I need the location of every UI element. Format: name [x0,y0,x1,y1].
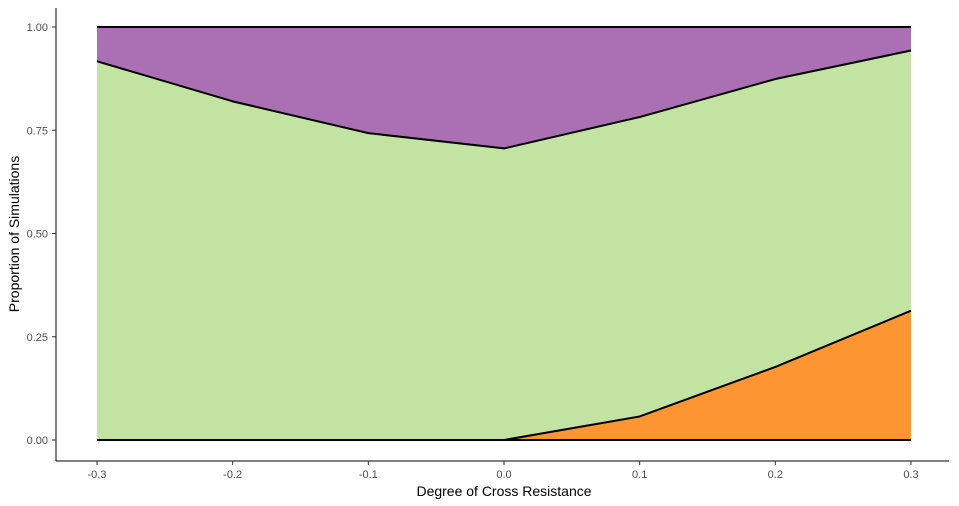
area-series-group [97,27,911,440]
x-tick-label: 0.0 [496,469,511,481]
x-tick-label: -0.3 [88,469,107,481]
y-tick-label: 1.00 [27,22,48,34]
boundary-line-1 [97,309,912,441]
x-tick-label: -0.2 [223,469,242,481]
y-tick-label: 0.00 [27,435,48,447]
x-tick-label: 0.1 [632,469,647,481]
area-series-1 [97,310,911,440]
boundary-line-2 [96,49,912,150]
y-tick-label: 0.50 [27,229,48,241]
y-tick-label: 0.75 [27,125,48,137]
area-series-3 [97,27,911,149]
x-tick-label: 0.2 [768,469,783,481]
y-axis-ticks: 0.00 0.25 0.50 0.75 1.00 [27,22,56,447]
series-boundary-lines [96,26,912,441]
x-axis-title: Degree of Cross Resistance [416,483,591,499]
x-tick-label: -0.1 [359,469,378,481]
y-tick-label: 0.25 [27,332,48,344]
area-series-2 [97,50,911,440]
x-tick-label: 0.3 [903,469,918,481]
x-axis-ticks: -0.3 -0.2 -0.1 0.0 0.1 0.2 0.3 [88,461,919,481]
y-axis-title: Proportion of Simulations [6,156,22,312]
